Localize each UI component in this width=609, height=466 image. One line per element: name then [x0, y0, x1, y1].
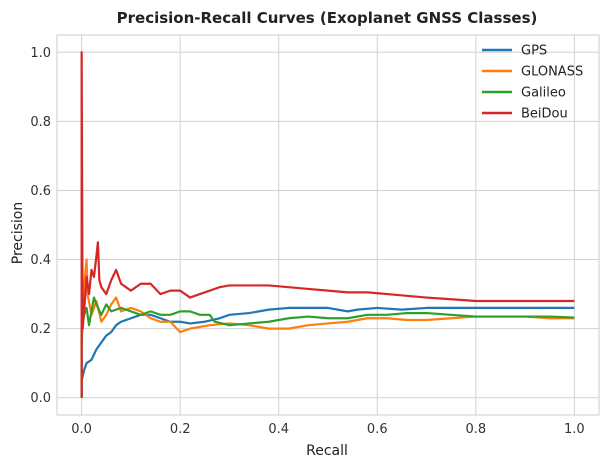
plot-area: 0.0 0.2 0.4 0.6 0.8 1.0 0.0 0.2 0.4 0.6 0.8 1.0 — [30, 34, 600, 437]
x-tick-label: 0.2 — [170, 422, 191, 437]
y-tick-label: 0.6 — [30, 184, 51, 199]
y-tick-label: 0.4 — [30, 253, 51, 268]
y-tick-label: 1.0 — [30, 46, 51, 61]
legend-item-gps: GPS — [482, 44, 547, 59]
x-tick-label: 0.8 — [465, 422, 486, 437]
legend: GPS GLONASS Galileo BeiDou — [482, 44, 583, 122]
x-axis-label: Recall — [306, 443, 348, 459]
legend-item-glonass: GLONASS — [482, 65, 583, 80]
series-line-gps — [80, 306, 575, 398]
legend-label: Galileo — [521, 86, 566, 101]
series-line-beidou — [80, 51, 575, 398]
x-tick-label: 0.6 — [367, 422, 388, 437]
x-tick-label: 1.0 — [564, 422, 585, 437]
y-axis-label: Precision — [10, 202, 26, 264]
x-tick-label: 0.0 — [71, 422, 92, 437]
plot-frame — [56, 34, 600, 416]
y-tick-label: 0.0 — [30, 391, 51, 406]
chart-title: Precision-Recall Curves (Exoplanet GNSS … — [117, 9, 538, 27]
series-line-glonass — [80, 258, 575, 398]
legend-item-beidou: BeiDou — [482, 107, 568, 122]
y-tick-label: 0.8 — [30, 115, 51, 130]
legend-label: GPS — [521, 44, 547, 59]
series-line-galileo — [80, 296, 575, 398]
y-tick-label: 0.2 — [30, 322, 51, 337]
x-tick-label: 0.4 — [268, 422, 289, 437]
legend-item-galileo: Galileo — [482, 86, 566, 101]
legend-label: BeiDou — [521, 107, 568, 122]
legend-label: GLONASS — [521, 65, 583, 80]
